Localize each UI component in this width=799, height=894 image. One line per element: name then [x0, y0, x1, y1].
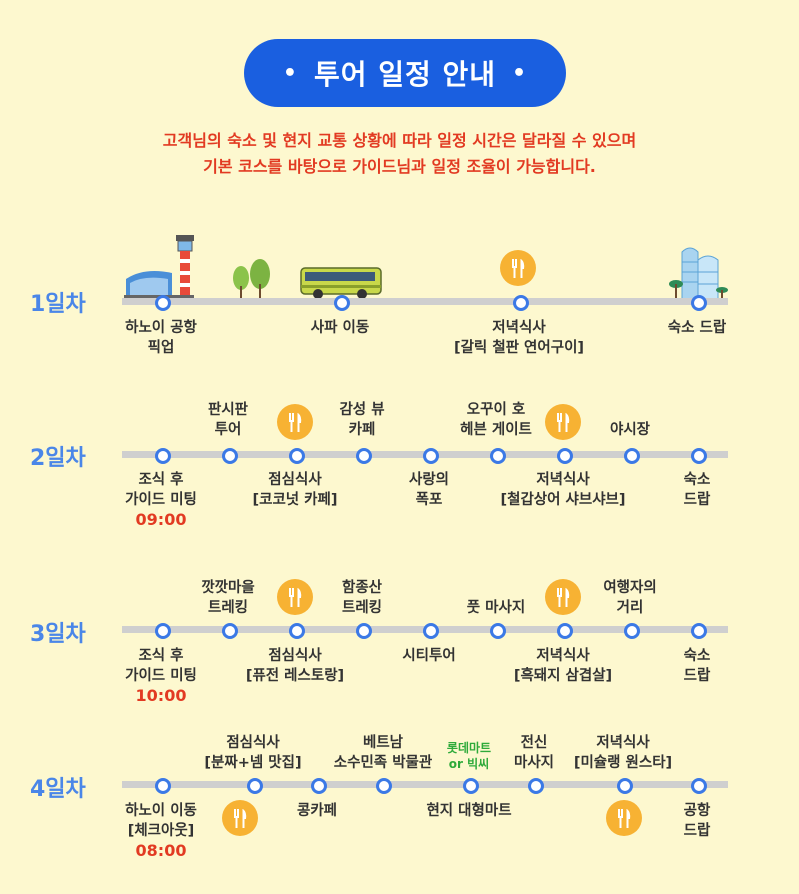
day-4-node-4 [376, 778, 392, 794]
day-4-node-3 [311, 778, 327, 794]
day-2-node-5 [423, 448, 439, 464]
day-3-stop-3: 점심식사 [퓨전 레스토랑] [245, 648, 345, 684]
fork-knife-icon [545, 579, 581, 615]
day-4-node-6 [528, 778, 544, 794]
day-4-stop-2: 점심식사 [분짜+넴 맛집] [204, 735, 302, 771]
day-3-node-1 [155, 623, 171, 639]
day-1-stop-2: 사파 이동 [310, 320, 370, 336]
day-1-node-2 [334, 295, 350, 311]
fork-knife-icon [222, 800, 258, 836]
day-4-node-1 [155, 778, 171, 794]
day-1-stop-3: 저녁식사 [갈릭 철판 연어구이] [453, 320, 585, 356]
day-3-stop-4: 함종산 트레킹 [341, 580, 383, 616]
day-1-node-4 [691, 295, 707, 311]
day-4-track [122, 781, 728, 788]
page-title-text: 투어 일정 안내 [313, 58, 497, 91]
day-3-stop-1: 조식 후 가이드 미팅 10:00 [125, 648, 197, 705]
notice-line-2: 기본 코스를 바탕으로 가이드님과 일정 조율이 가능합니다. [203, 157, 596, 176]
day-4-stop-7: 전신 마사지 [513, 735, 555, 771]
day-3-stop-5: 시티투어 [402, 648, 456, 664]
day-4-stop-1: 하노이 이동 [체크아웃] 08:00 [125, 803, 197, 860]
day-3-stop-7: 저녁식사 [흑돼지 삼겹살] [513, 648, 613, 684]
fork-knife-icon [545, 404, 581, 440]
day-1-label: 1일차 [30, 292, 86, 317]
day-2-stop-9: 숙소 드랍 [683, 472, 711, 508]
day-1-stop-4: 숙소 드랍 [667, 320, 727, 336]
day-2-stop-4: 감성 뷰 카페 [339, 402, 385, 438]
day-4-stop-6: 현지 대형마트 [426, 803, 512, 819]
day-2-stop-7: 저녁식사 [철갑상어 샤브샤브] [500, 472, 626, 508]
day-3-node-3 [289, 623, 305, 639]
fork-knife-icon [277, 579, 313, 615]
day-2-node-4 [356, 448, 372, 464]
day-2-stop-5: 사랑의 폭포 [408, 472, 450, 508]
day-4-stop-5-note: 롯데마트 or 빅씨 [446, 741, 492, 771]
day-2-node-3 [289, 448, 305, 464]
day-2-node-9 [691, 448, 707, 464]
day-4-node-5 [463, 778, 479, 794]
day-2-stop-1: 조식 후 가이드 미팅 09:00 [125, 472, 197, 529]
day-4-stop-9: 공항 드랍 [683, 803, 711, 839]
day-3-node-7 [557, 623, 573, 639]
day-2-node-2 [222, 448, 238, 464]
hotel-icon [669, 247, 728, 302]
title-dot-left: • [282, 60, 298, 86]
day-1-node-3 [513, 295, 529, 311]
day-2-stop-2: 판시판 투어 [207, 402, 249, 438]
airport-icon [124, 235, 194, 299]
day-3-stop-8: 여행자의 거리 [603, 580, 657, 616]
day-1-node-1 [155, 295, 171, 311]
day-3-node-2 [222, 623, 238, 639]
day-4-stop-3: 콩카페 [296, 803, 338, 819]
day-3-stop-2: 깟깟마을 트레킹 [201, 580, 255, 616]
day-3-stop-6: 풋 마사지 [466, 600, 526, 616]
fork-knife-icon [500, 250, 536, 286]
day-2-node-7 [557, 448, 573, 464]
day-2-label: 2일차 [30, 446, 86, 471]
day-2-node-6 [490, 448, 506, 464]
day-4-stop-4: 베트남 소수민족 박물관 [333, 735, 433, 771]
day-3-node-4 [356, 623, 372, 639]
day-3-node-8 [624, 623, 640, 639]
day-3-node-5 [423, 623, 439, 639]
day-4-node-7 [617, 778, 633, 794]
fork-knife-icon [606, 800, 642, 836]
day-3-stop-9: 숙소 드랍 [683, 648, 711, 684]
title-dot-right: • [512, 60, 528, 86]
trees-icon [233, 259, 270, 302]
page-title: • 투어 일정 안내 • [244, 39, 566, 107]
day-3-node-6 [490, 623, 506, 639]
day-3-label: 3일차 [30, 622, 86, 647]
day-2-node-8 [624, 448, 640, 464]
day-2-stop-6: 오꾸이 호 헤븐 게이트 [460, 402, 532, 438]
day-2-node-1 [155, 448, 171, 464]
day-4-node-8 [691, 778, 707, 794]
day-2-stop-3: 점심식사 [코코넛 카페] [252, 472, 338, 508]
day-1-track [122, 298, 728, 305]
day-2-stop-8: 야시장 [609, 422, 651, 438]
fork-knife-icon [277, 404, 313, 440]
day-4-node-2 [247, 778, 263, 794]
day-4-stop-8: 저녁식사 [미슐랭 원스타] [573, 735, 673, 771]
notice-line-1: 고객님의 숙소 및 현지 교통 상황에 따라 일정 시간은 달라질 수 있으며 [162, 131, 637, 150]
bus-icon [300, 267, 382, 299]
day-1-stop-1: 하노이 공항 픽업 [125, 320, 197, 356]
day-3-node-9 [691, 623, 707, 639]
day-4-label: 4일차 [30, 777, 86, 802]
